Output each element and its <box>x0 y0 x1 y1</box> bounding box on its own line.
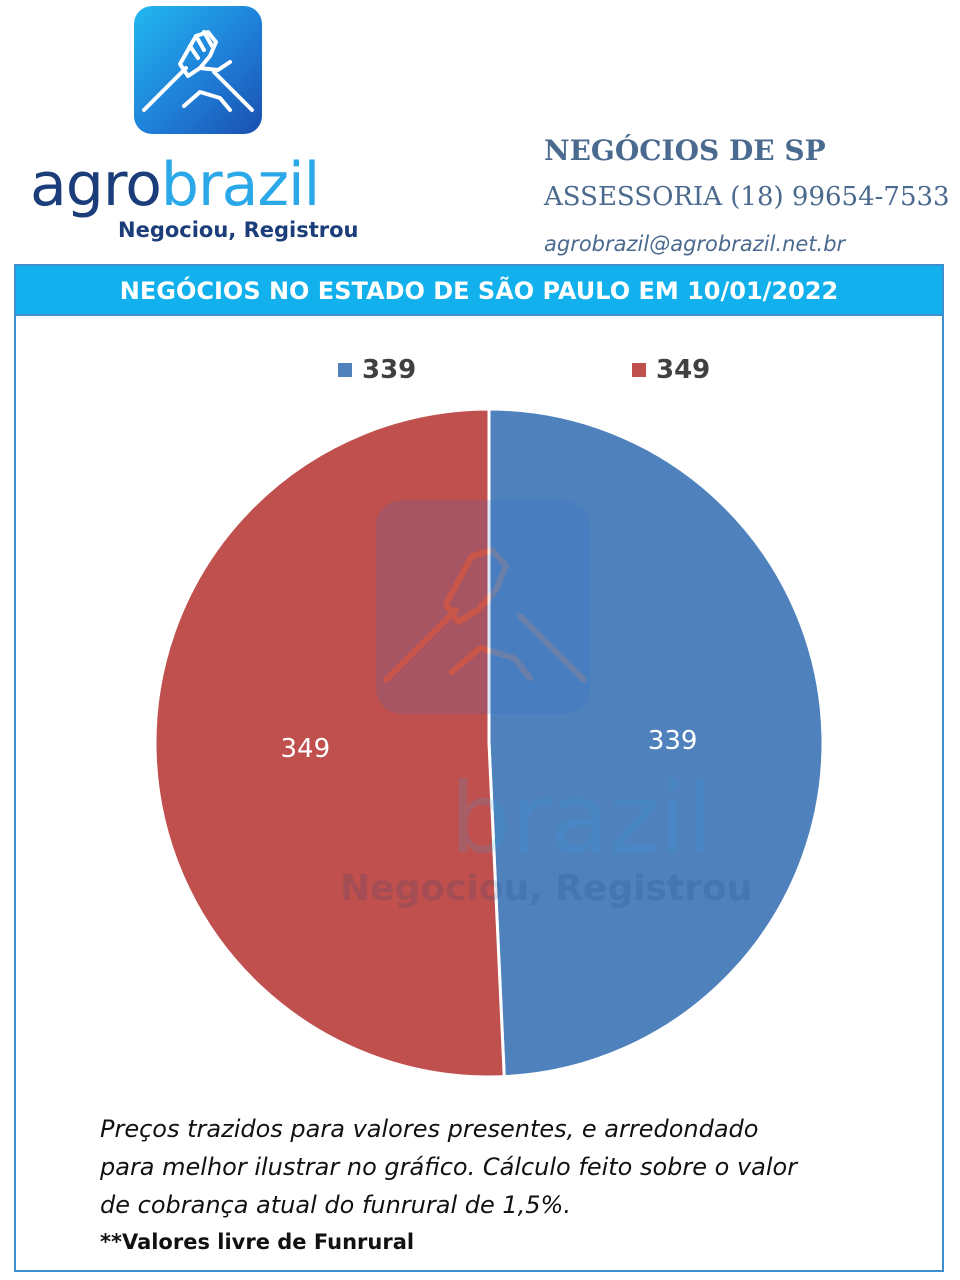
brand-brazil: brazil <box>160 150 320 220</box>
contact-title: NEGÓCIOS DE SP <box>544 134 826 167</box>
chart-title: NEGÓCIOS NO ESTADO DE SÃO PAULO EM 10/01… <box>119 277 839 305</box>
legend-label-2: 349 <box>656 354 711 385</box>
chart-frame: NEGÓCIOS NO ESTADO DE SÃO PAULO EM 10/01… <box>14 264 944 1272</box>
footnote-bold: **Valores livre de Funrural <box>100 1230 415 1254</box>
contact-phone: ASSESSORIA (18) 99654-7533 <box>544 182 950 212</box>
pie-slices <box>153 407 825 1079</box>
watermark-agro: agro <box>200 763 416 875</box>
legend-swatch-1 <box>338 362 352 377</box>
watermark-logo-tile <box>376 500 590 714</box>
watermark-brazil: brazil <box>450 763 713 875</box>
legend-label-1: 339 <box>362 354 417 385</box>
legend-item-1: 339 <box>338 352 416 386</box>
footnote-line-2: para melhor ilustrar no gráfico. Cálculo… <box>100 1153 798 1181</box>
watermark-tagline: Negociou, Registrou <box>340 868 752 909</box>
footnote-line-1: Preços trazidos para valores presentes, … <box>100 1115 759 1143</box>
footnote: Preços trazidos para valores presentes, … <box>100 1110 900 1224</box>
legend-swatch-2 <box>632 362 646 377</box>
pie-data-labels: 339 349 <box>281 726 698 764</box>
brand-tagline: Negociou, Registrou <box>118 218 359 242</box>
pie-data-label-1: 339 <box>648 726 698 756</box>
brand-agro: agro <box>30 150 162 220</box>
handshake-icon <box>142 30 254 112</box>
watermark: agro brazil Negociou, Registrou <box>200 500 752 909</box>
watermark-handshake-icon <box>383 547 587 683</box>
legend-item-2: 349 <box>632 352 710 386</box>
handshake-logo-tile <box>134 6 262 134</box>
pie-slice-1 <box>487 407 825 1079</box>
chart-banner: NEGÓCIOS NO ESTADO DE SÃO PAULO EM 10/01… <box>16 266 942 316</box>
pie-data-label-2: 349 <box>281 734 331 764</box>
contact-email[interactable]: agrobrazil@agrobrazil.net.br <box>544 232 846 256</box>
footnote-line-3: de cobrança atual do funrural de 1,5%. <box>100 1191 571 1219</box>
pie-slice-2 <box>153 407 506 1079</box>
